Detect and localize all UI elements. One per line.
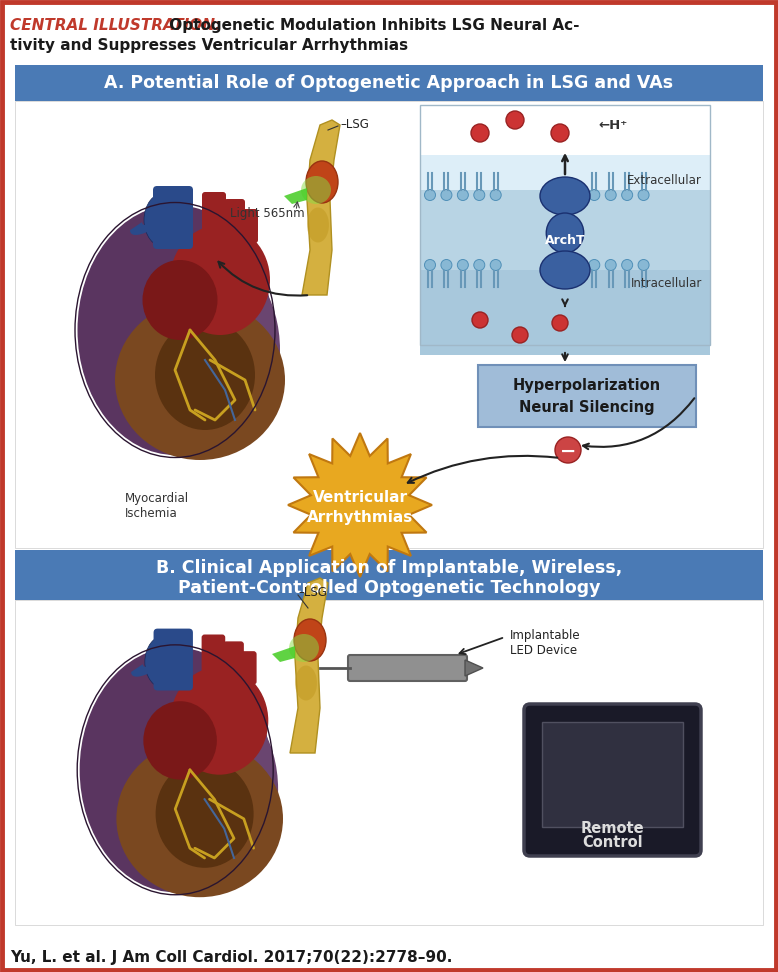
Text: Light 565nm: Light 565nm (230, 206, 305, 220)
FancyBboxPatch shape (153, 629, 193, 690)
Ellipse shape (540, 251, 590, 289)
Circle shape (441, 260, 452, 270)
Text: Remote: Remote (580, 820, 644, 836)
FancyBboxPatch shape (5, 5, 773, 967)
Circle shape (474, 260, 485, 270)
Ellipse shape (540, 177, 590, 215)
Text: Extracellular: Extracellular (627, 173, 702, 187)
Circle shape (474, 190, 485, 200)
Text: tivity and Suppresses Ventricular Arrhythmias: tivity and Suppresses Ventricular Arrhyt… (10, 38, 408, 53)
Text: –LSG: –LSG (340, 118, 369, 130)
FancyBboxPatch shape (223, 642, 244, 684)
Ellipse shape (117, 741, 283, 897)
Circle shape (457, 260, 468, 270)
Text: Hyperpolarization: Hyperpolarization (513, 377, 661, 393)
Circle shape (605, 260, 616, 270)
Text: Ischemia: Ischemia (125, 506, 177, 519)
Ellipse shape (79, 647, 271, 892)
Ellipse shape (150, 255, 280, 445)
Ellipse shape (143, 701, 217, 780)
Ellipse shape (78, 205, 272, 455)
Ellipse shape (156, 760, 254, 868)
FancyBboxPatch shape (5, 5, 773, 967)
Circle shape (425, 260, 436, 270)
Text: CENTRAL ILLUSTRATION:: CENTRAL ILLUSTRATION: (10, 18, 221, 33)
Circle shape (457, 190, 468, 200)
FancyBboxPatch shape (420, 190, 710, 270)
Ellipse shape (115, 300, 285, 460)
Polygon shape (288, 433, 432, 577)
Circle shape (506, 111, 524, 129)
FancyBboxPatch shape (224, 199, 245, 243)
Circle shape (555, 437, 581, 463)
Text: Yu, L. et al. J Am Coll Cardiol. 2017;70(22):2778–90.: Yu, L. et al. J Am Coll Cardiol. 2017;70… (10, 950, 452, 965)
FancyBboxPatch shape (15, 65, 763, 101)
Ellipse shape (151, 696, 278, 883)
Text: ←H⁺: ←H⁺ (598, 119, 627, 131)
Ellipse shape (307, 207, 329, 242)
Ellipse shape (145, 635, 186, 689)
Ellipse shape (170, 225, 270, 335)
FancyBboxPatch shape (420, 270, 710, 355)
Polygon shape (284, 188, 307, 204)
Circle shape (551, 124, 569, 142)
Text: –LSG: –LSG (298, 585, 327, 599)
Ellipse shape (170, 667, 268, 775)
Ellipse shape (306, 161, 338, 203)
Text: Optogenetic Modulation Inhibits LSG Neural Ac-: Optogenetic Modulation Inhibits LSG Neur… (164, 18, 580, 33)
Polygon shape (290, 578, 328, 753)
Polygon shape (465, 660, 483, 676)
Text: Intracellular: Intracellular (631, 276, 702, 290)
FancyBboxPatch shape (524, 704, 701, 856)
Polygon shape (130, 210, 177, 235)
Polygon shape (131, 652, 178, 677)
Circle shape (471, 124, 489, 142)
FancyBboxPatch shape (240, 209, 258, 243)
Text: Patient-Controlled Optogenetic Technology: Patient-Controlled Optogenetic Technolog… (177, 579, 601, 597)
Circle shape (589, 260, 600, 270)
Text: Myocardial: Myocardial (125, 492, 189, 504)
Ellipse shape (144, 192, 186, 248)
FancyBboxPatch shape (478, 365, 696, 427)
Text: Arrhythmias: Arrhythmias (307, 509, 413, 525)
FancyBboxPatch shape (239, 651, 257, 684)
Ellipse shape (294, 619, 326, 661)
Text: A. Potential Role of Optogenetic Approach in LSG and VAs: A. Potential Role of Optogenetic Approac… (104, 74, 674, 92)
Circle shape (425, 190, 436, 200)
Circle shape (490, 190, 501, 200)
Text: Implantable: Implantable (510, 629, 580, 642)
Text: B. Clinical Application of Implantable, Wireless,: B. Clinical Application of Implantable, … (156, 559, 622, 577)
Circle shape (622, 260, 633, 270)
FancyBboxPatch shape (15, 550, 763, 600)
Ellipse shape (546, 213, 584, 253)
Text: ArchT: ArchT (545, 233, 585, 247)
Polygon shape (302, 120, 340, 295)
Circle shape (638, 190, 649, 200)
Ellipse shape (295, 666, 317, 701)
FancyBboxPatch shape (202, 192, 226, 248)
Circle shape (638, 260, 649, 270)
Text: −: − (560, 441, 576, 461)
Circle shape (472, 312, 488, 328)
Circle shape (589, 190, 600, 200)
FancyBboxPatch shape (15, 600, 763, 925)
Circle shape (512, 327, 528, 343)
FancyBboxPatch shape (202, 635, 226, 689)
Circle shape (605, 190, 616, 200)
FancyBboxPatch shape (542, 722, 683, 827)
Ellipse shape (142, 260, 218, 340)
Text: Ventricular: Ventricular (313, 490, 408, 504)
Ellipse shape (289, 634, 319, 662)
FancyBboxPatch shape (15, 101, 763, 548)
FancyBboxPatch shape (153, 186, 193, 249)
Text: LED Device: LED Device (510, 644, 577, 657)
Circle shape (622, 190, 633, 200)
Text: Control: Control (582, 835, 643, 850)
Circle shape (552, 315, 568, 331)
Text: Neural Silencing: Neural Silencing (519, 399, 655, 414)
Ellipse shape (301, 176, 331, 204)
FancyBboxPatch shape (348, 655, 467, 681)
Polygon shape (272, 646, 295, 662)
Circle shape (490, 260, 501, 270)
